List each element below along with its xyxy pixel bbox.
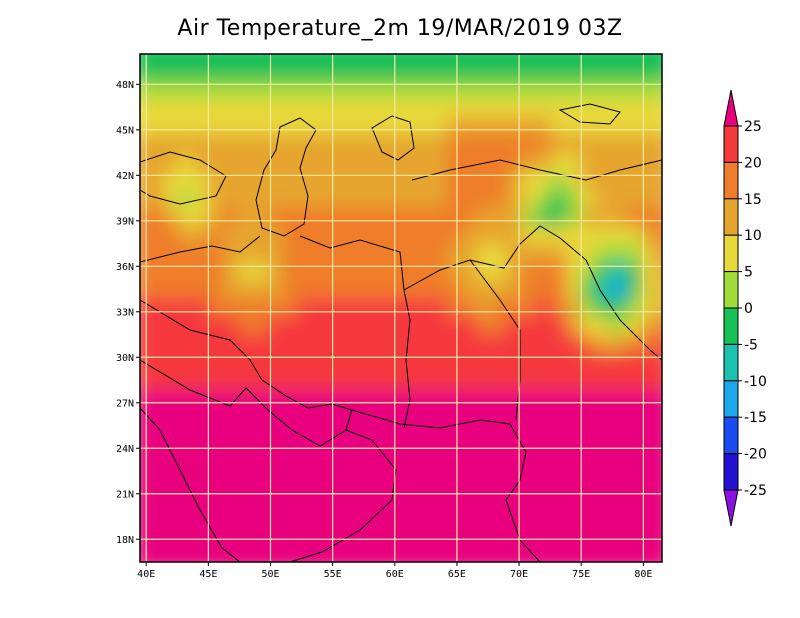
- graticule: [140, 54, 662, 562]
- makran-coast: [351, 409, 541, 562]
- colorbar-level-label: 10: [744, 228, 762, 244]
- colorbar-level-label: 15: [744, 192, 762, 208]
- colorbar: 25 20 15 10 5 0 -5 -10 -15 -20 -25: [723, 89, 767, 527]
- lon-tick-label: 60E: [386, 569, 404, 580]
- colorbar-swatch: [723, 271, 739, 309]
- lake-balkhash-outline: [558, 103, 621, 125]
- coastlines-and-borders: [140, 103, 662, 562]
- lat-tick-label: 18N: [116, 535, 134, 546]
- temperature-field: [140, 54, 662, 562]
- lat-tick-label: 30N: [116, 353, 134, 364]
- lon-tick-label: 45E: [199, 569, 217, 580]
- colorbar-level-label: 20: [744, 155, 762, 171]
- colorbar-swatch: [723, 380, 739, 418]
- persian-gulf-coast: [245, 379, 353, 447]
- lat-tick-label: 21N: [116, 489, 134, 500]
- colorbar-level-label: -20: [744, 447, 767, 463]
- aral-sea-outline: [371, 115, 415, 161]
- lon-tick-label: 50E: [261, 569, 279, 580]
- lat-tick-label: 36N: [116, 262, 134, 273]
- lon-tick-label: 80E: [634, 569, 652, 580]
- lat-tick-label: 24N: [116, 444, 134, 455]
- map-title: Air Temperature_2m 19/MAR/2019 03Z: [177, 16, 623, 41]
- colorbar-swatch: [723, 307, 739, 345]
- map-frame: [139, 53, 663, 563]
- colorbar-level-label: -15: [744, 410, 767, 426]
- lat-tick-label: 45N: [116, 125, 134, 136]
- colorbar-level-label: 0: [744, 301, 753, 317]
- lon-tick-label: 75E: [572, 569, 590, 580]
- lat-tick-label: 33N: [116, 307, 134, 318]
- border-lines: [140, 159, 662, 429]
- colorbar-swatch: [723, 161, 739, 200]
- colorbar-swatch: [723, 343, 739, 382]
- black-sea-outline: [140, 151, 227, 205]
- colorbar-swatch: [723, 198, 739, 236]
- lat-tick-label: 48N: [116, 80, 134, 91]
- colorbar-swatch: [723, 125, 739, 163]
- oman-coast: [289, 429, 397, 562]
- colorbar-level-label: -25: [744, 483, 767, 499]
- lat-tick-label: 42N: [116, 171, 134, 182]
- colorbar-level-label: -10: [744, 374, 767, 390]
- colorbar-level-label: 5: [744, 265, 753, 281]
- lon-tick-label: 70E: [510, 569, 528, 580]
- colorbar-bottom-arrow: [723, 489, 739, 527]
- arabian-coast: [140, 407, 241, 562]
- colorbar-top-arrow: [723, 89, 739, 127]
- lon-tick-label: 65E: [448, 569, 466, 580]
- lon-tick-label: 55E: [324, 569, 342, 580]
- colorbar-level-label: -5: [744, 337, 758, 353]
- axis-ticks: 40E 45E 50E 55E 60E 65E 70E 75E 80E 18N 21N 24N 27N 3…: [116, 80, 652, 580]
- colorbar-swatch: [723, 234, 739, 273]
- colorbar-swatch: [723, 453, 739, 491]
- colorbar-swatch: [723, 416, 739, 455]
- lon-tick-label: 40E: [137, 569, 155, 580]
- colorbar-level-label: 25: [744, 119, 762, 135]
- lat-tick-label: 39N: [116, 216, 134, 227]
- lat-tick-label: 27N: [116, 398, 134, 409]
